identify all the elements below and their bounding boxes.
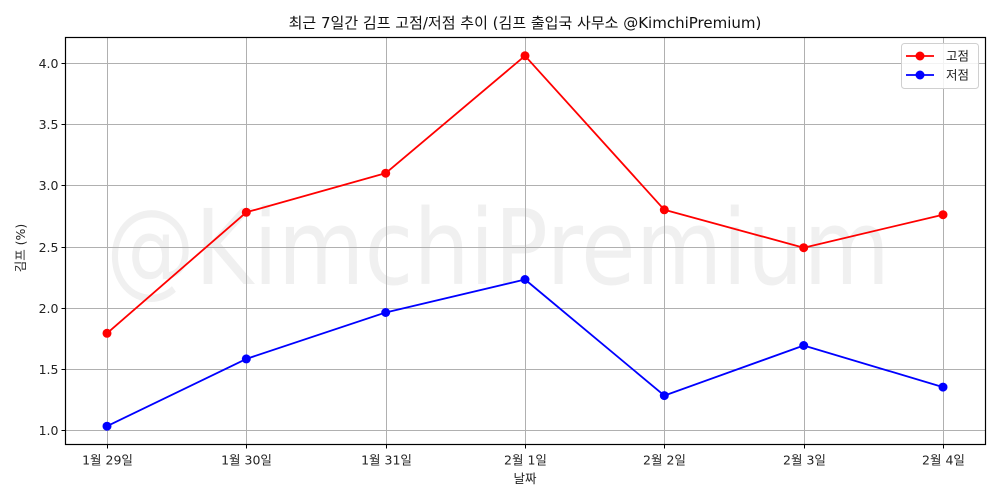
x-tick-label: 2월 2일 bbox=[643, 453, 686, 468]
y-axis-label: 김프 (%) bbox=[13, 224, 28, 273]
data-point-marker bbox=[799, 341, 809, 350]
y-axis-ticks: 1.0 1.5 2.0 2.5 3.0 3.5 4.0 bbox=[39, 56, 66, 438]
y-tick-label: 2.5 bbox=[39, 240, 59, 255]
legend-item: 저점 bbox=[906, 68, 969, 83]
y-tick-label: 1.5 bbox=[39, 362, 59, 377]
series-low bbox=[102, 275, 948, 431]
data-point-marker bbox=[241, 354, 251, 364]
data-point-marker bbox=[520, 275, 530, 284]
data-point-marker bbox=[520, 51, 530, 61]
data-point-marker bbox=[938, 382, 948, 392]
x-tick-label: 2월 3일 bbox=[783, 453, 826, 468]
y-tick-label: 2.0 bbox=[39, 301, 59, 316]
x-tick-label: 2월 4일 bbox=[922, 453, 965, 468]
x-gridlines bbox=[107, 37, 944, 445]
data-point-marker bbox=[102, 421, 112, 431]
chart-title: 최근 7일간 김프 고점/저점 추이 (김프 출입국 사무소 @KimchiPr… bbox=[289, 14, 762, 32]
y-tick-label: 4.0 bbox=[39, 56, 59, 71]
data-point-marker bbox=[102, 328, 112, 338]
y-tick-label: 3.0 bbox=[39, 178, 59, 193]
y-tick-label: 3.5 bbox=[39, 117, 59, 132]
series-layer bbox=[102, 51, 948, 431]
data-point-marker bbox=[938, 210, 948, 220]
data-point-marker bbox=[659, 205, 669, 215]
data-point-marker bbox=[659, 391, 669, 401]
x-tick-label: 1월 29일 bbox=[82, 453, 133, 468]
data-point-marker bbox=[381, 308, 391, 317]
legend-marker-icon bbox=[915, 70, 925, 80]
y-tick-label: 1.0 bbox=[39, 423, 59, 438]
legend-item: 고점 bbox=[906, 49, 969, 64]
x-axis-ticks: 1월 29일 1월 30일 1월 31일 2월 1일 2월 2일 2월 3일 2월 4일 bbox=[82, 444, 965, 468]
x-tick-label: 1월 31일 bbox=[361, 453, 412, 468]
x-tick-label: 2월 1일 bbox=[504, 453, 547, 468]
data-point-marker bbox=[799, 243, 809, 253]
data-point-marker bbox=[241, 207, 251, 217]
data-point-marker bbox=[381, 168, 391, 178]
legend-label: 고점 bbox=[946, 49, 969, 64]
series-high bbox=[102, 51, 948, 338]
x-tick-label: 1월 30일 bbox=[221, 453, 272, 468]
legend-marker-icon bbox=[915, 51, 925, 61]
x-axis-label: 날짜 bbox=[513, 471, 537, 486]
legend-label: 저점 bbox=[946, 68, 969, 83]
